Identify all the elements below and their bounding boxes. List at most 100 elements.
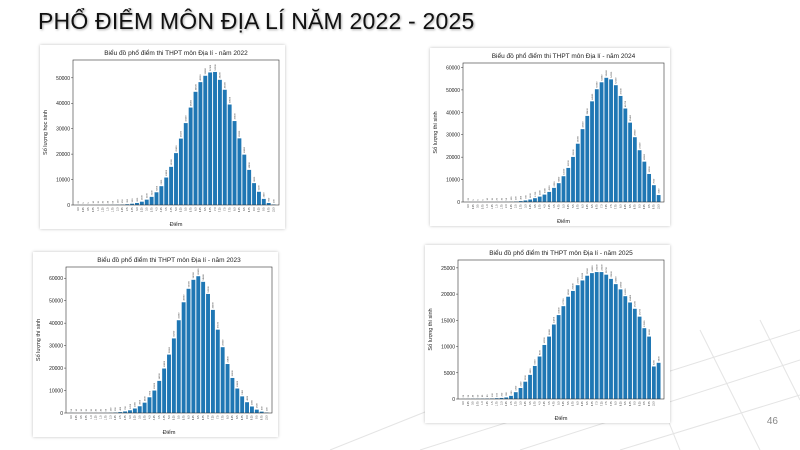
bar-value-label: 10 bbox=[93, 200, 95, 203]
bar-value-label: 40 bbox=[473, 394, 475, 397]
bar bbox=[245, 402, 249, 413]
bar bbox=[566, 167, 571, 202]
x-tick-label: 0.5 bbox=[477, 204, 480, 208]
x-tick-label: 3.0 bbox=[129, 415, 132, 419]
y-tick-label: 40000 bbox=[56, 101, 70, 107]
x-tick-label: 4.5 bbox=[158, 415, 161, 419]
x-tick-label: 6.75 bbox=[596, 204, 599, 209]
bar bbox=[186, 288, 191, 413]
bar bbox=[171, 338, 176, 413]
x-tick-label: 6.25 bbox=[586, 204, 589, 209]
x-axis-label: Điểm bbox=[170, 221, 183, 228]
bar bbox=[167, 354, 171, 413]
x-tick-label: 3.0 bbox=[136, 207, 139, 211]
bar-value-label: 35400 bbox=[630, 114, 632, 121]
bar-value-label: 60 bbox=[482, 394, 484, 397]
x-tick-label: 6.5 bbox=[204, 207, 207, 211]
x-tick-label: 5.75 bbox=[182, 415, 185, 420]
bar-value-label: 52300 bbox=[215, 64, 217, 71]
bar bbox=[528, 374, 532, 399]
x-tick-label: 5.5 bbox=[572, 204, 575, 208]
bar-value-label: 26200 bbox=[239, 130, 241, 137]
x-tick-label: 1.25 bbox=[486, 401, 489, 406]
bar bbox=[575, 285, 580, 399]
bar-value-label: 800 bbox=[268, 197, 270, 201]
x-tick-label: 9.75 bbox=[267, 207, 270, 212]
bar-value-label: 200 bbox=[266, 407, 268, 411]
bar-value-label: 30 bbox=[91, 408, 93, 411]
bar bbox=[191, 279, 196, 413]
bar bbox=[149, 196, 154, 205]
bar bbox=[566, 296, 571, 399]
x-axis-label: Điểm bbox=[557, 218, 570, 225]
bar-value-label: 17200 bbox=[635, 300, 637, 307]
bar-value-label: 41300 bbox=[179, 312, 181, 319]
bar-value-label: 200 bbox=[516, 196, 518, 200]
bar-value-label: 80 bbox=[487, 394, 489, 397]
x-tick-label: 7.0 bbox=[596, 401, 599, 405]
bar-value-label: 100 bbox=[511, 196, 513, 200]
y-tick-label: 10000 bbox=[49, 389, 63, 395]
x-tick-label: 1.75 bbox=[496, 401, 499, 406]
bar-value-label: 20100 bbox=[573, 149, 575, 156]
x-tick-label: 5.5 bbox=[178, 415, 181, 419]
bar-value-label: 12500 bbox=[649, 166, 651, 173]
bar-value-label: 24000 bbox=[592, 265, 594, 272]
bar bbox=[537, 356, 542, 399]
bar bbox=[266, 202, 271, 205]
bar-value-label: 26100 bbox=[181, 130, 183, 137]
x-tick-label: 0.75 bbox=[85, 415, 88, 420]
bar bbox=[139, 201, 144, 205]
bar-value-label: 15 bbox=[98, 200, 100, 203]
bar bbox=[561, 176, 566, 202]
y-tick-label: 40000 bbox=[446, 110, 460, 116]
bar bbox=[176, 320, 181, 413]
x-tick-label: 4.5 bbox=[553, 204, 556, 208]
bar-value-label: 23100 bbox=[639, 142, 641, 149]
bar-value-label: 17700 bbox=[563, 298, 565, 305]
bar-value-label: 8400 bbox=[559, 176, 561, 182]
y-axis-label: Số lượng học sinh bbox=[43, 110, 49, 155]
x-tick-label: 9.25 bbox=[638, 401, 641, 406]
bar-value-label: 6300 bbox=[535, 359, 537, 365]
bar-value-label: 3300 bbox=[525, 375, 527, 381]
x-tick-label: 8.25 bbox=[624, 204, 627, 209]
y-tick-label: 10000 bbox=[446, 178, 460, 184]
bar-value-label: 3200 bbox=[151, 190, 153, 196]
bar-value-label: 50 bbox=[477, 394, 479, 397]
bar bbox=[225, 364, 230, 413]
bar bbox=[518, 387, 523, 399]
x-tick-label: 1.5 bbox=[491, 401, 494, 405]
bar bbox=[154, 192, 159, 205]
x-tick-label: 0.75 bbox=[481, 204, 484, 209]
bar-value-label: 32500 bbox=[582, 121, 584, 128]
y-tick-label: 20000 bbox=[446, 155, 460, 161]
y-tick-label: 60000 bbox=[49, 276, 63, 282]
x-tick-label: 6.75 bbox=[591, 401, 594, 406]
bar bbox=[137, 406, 142, 413]
bar-value-label: 37100 bbox=[218, 321, 220, 328]
bar-value-label: 3300 bbox=[544, 187, 546, 193]
bar-value-label: 45300 bbox=[225, 81, 227, 88]
bar-value-label: 5 bbox=[473, 198, 475, 200]
plot-frame bbox=[65, 266, 273, 414]
x-tick-label: 0.25 bbox=[472, 204, 475, 209]
bar bbox=[232, 121, 237, 205]
bar bbox=[547, 191, 552, 202]
x-tick-label: 5.0 bbox=[175, 207, 178, 211]
x-tick-label: 8.75 bbox=[629, 401, 632, 406]
x-tick-label: 10.0 bbox=[657, 204, 660, 209]
x-tick-label: 8.0 bbox=[615, 401, 618, 405]
bar bbox=[235, 388, 240, 413]
x-tick-label: 2.5 bbox=[510, 401, 513, 405]
bar bbox=[656, 195, 661, 202]
x-axis-label: Điểm bbox=[555, 415, 568, 422]
bar bbox=[494, 398, 499, 399]
bar bbox=[556, 315, 561, 399]
bar-value-label: 2900 bbox=[252, 399, 254, 405]
x-tick-label: 5.25 bbox=[180, 207, 183, 212]
bar bbox=[504, 397, 509, 399]
bar-value-label: 10000 bbox=[154, 382, 156, 389]
y-tick-label: 20000 bbox=[56, 152, 70, 158]
x-tick-label: 9.5 bbox=[648, 204, 651, 208]
